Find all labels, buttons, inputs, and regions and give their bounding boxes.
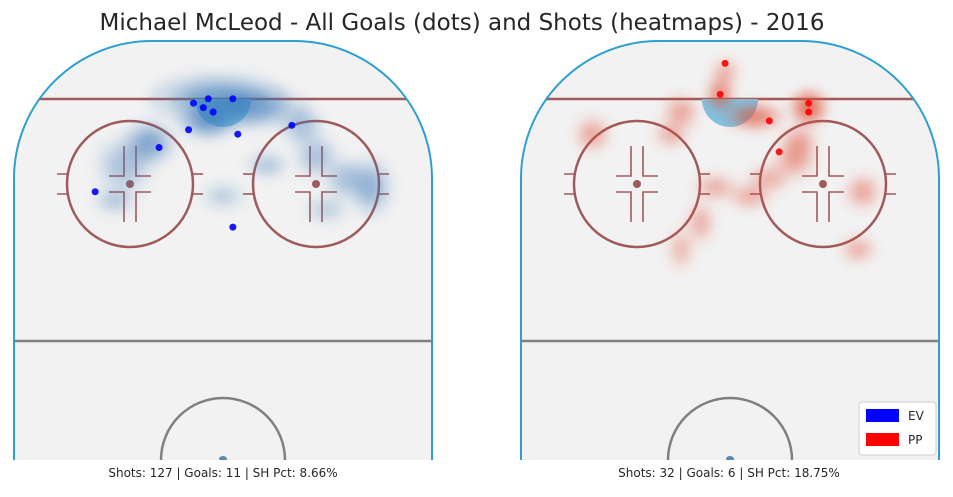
shot-density-blob: [316, 202, 337, 216]
goal-point: [185, 126, 192, 133]
shot-density-blob: [212, 189, 233, 203]
center-dot: [726, 456, 734, 462]
faceoff-dot-left: [633, 180, 641, 188]
shot-density-blob: [306, 146, 327, 167]
goal-point: [717, 91, 724, 98]
goal-point: [190, 100, 197, 107]
shot-density-blob: [672, 103, 690, 121]
goal-point: [776, 148, 783, 155]
chart-title: Michael McLeod - All Goals (dots) and Sh…: [100, 10, 825, 36]
rink-panel-pp: [521, 41, 939, 462]
pp-caption: Shots: 32 | Goals: 6 | SH Pct: 18.75%: [618, 466, 840, 480]
goal-point: [805, 109, 812, 116]
shot-density-blob: [783, 152, 804, 170]
goal-point: [722, 60, 729, 67]
center-dot: [219, 456, 227, 462]
goal-point: [805, 100, 812, 107]
shot-density-blob: [662, 127, 680, 141]
goal-point: [156, 144, 163, 151]
shot-density-blob: [674, 239, 688, 260]
shot-density-blob: [104, 193, 125, 207]
shot-density-blob: [194, 112, 222, 130]
shot-density-blob: [257, 158, 278, 172]
shot-density-blob: [583, 125, 601, 143]
faceoff-dot-right: [312, 180, 320, 188]
goal-point: [229, 95, 236, 102]
shot-density-blob: [854, 183, 872, 201]
goal-point: [234, 131, 241, 138]
goal-point: [205, 95, 212, 102]
chart-legend: EV PP: [859, 402, 936, 455]
goal-point: [229, 224, 236, 231]
faceoff-dot-right: [819, 180, 827, 188]
shot-density-blob: [110, 151, 138, 179]
legend-label-ev: EV: [908, 409, 925, 423]
shot-density-blob: [718, 65, 732, 79]
shot-density-blob: [849, 242, 867, 256]
shot-density-blob: [739, 189, 760, 203]
legend-swatch-pp: [866, 433, 899, 446]
shot-density-blob: [740, 109, 768, 123]
ev-caption: Shots: 127 | Goals: 11 | SH Pct: 8.66%: [108, 466, 337, 480]
goal-point: [200, 104, 207, 111]
shot-density-blob: [705, 180, 726, 194]
goal-point: [92, 188, 99, 195]
goal-point: [210, 109, 217, 116]
legend-swatch-ev: [866, 409, 899, 422]
shot-density-blob: [693, 212, 707, 233]
goal-point: [766, 117, 773, 124]
shot-density-blob: [360, 173, 381, 201]
goal-point: [288, 122, 295, 129]
legend-label-pp: PP: [908, 433, 922, 447]
rink-panel-ev: [14, 41, 432, 462]
